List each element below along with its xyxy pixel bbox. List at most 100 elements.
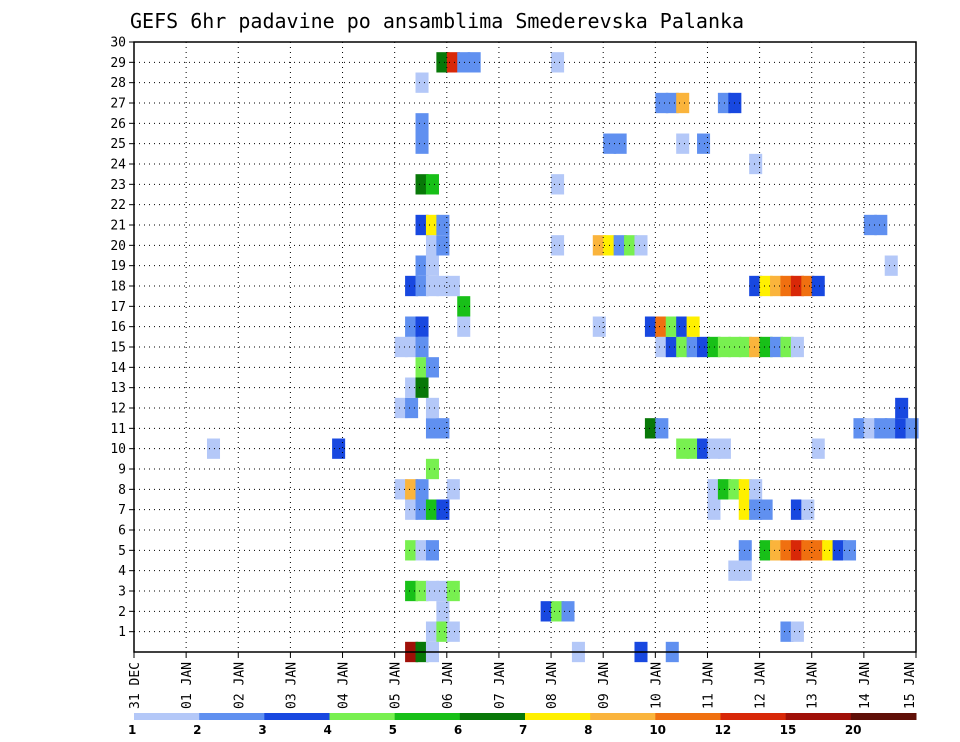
x-tick-label: 07 JAN: [493, 662, 508, 709]
precip-cell: [415, 133, 429, 154]
y-tick-label: 15: [110, 341, 126, 356]
precip-cell: [425, 397, 439, 419]
precip-cell: [394, 336, 408, 358]
precip-cell: [415, 580, 429, 602]
precip-cell: [415, 540, 429, 561]
precip-cell: [707, 499, 721, 520]
y-tick-label: 30: [110, 36, 126, 51]
precip-cell: [665, 92, 679, 114]
legend-swatch: [655, 713, 721, 720]
precip-cell: [425, 255, 439, 276]
precip-cell: [457, 296, 471, 317]
precip-cell: [613, 235, 627, 256]
precip-cell: [624, 235, 638, 256]
precip-cell: [425, 621, 439, 642]
precip-cell: [436, 580, 450, 602]
precip-cell: [425, 418, 439, 439]
precip-cell: [436, 621, 450, 642]
y-tick-label: 10: [110, 442, 126, 457]
y-tick-label: 28: [110, 76, 126, 91]
precip-cell: [415, 336, 429, 358]
precip-cell: [415, 113, 429, 134]
y-tick-label: 4: [118, 564, 126, 579]
precip-cell: [634, 235, 648, 256]
precip-cell: [686, 438, 700, 459]
precip-cell: [425, 174, 439, 195]
y-tick-label: 9: [118, 463, 126, 478]
precip-cell: [759, 336, 773, 358]
precip-cell: [405, 499, 419, 520]
precip-cell: [206, 438, 221, 459]
legend-label: 8: [584, 723, 592, 737]
precip-cell: [436, 499, 450, 520]
precip-cell: [863, 418, 877, 439]
precip-cell: [790, 621, 804, 642]
precip-cell: [457, 52, 471, 73]
precip-cell: [811, 438, 825, 459]
precip-cell: [676, 316, 690, 337]
precip-cell: [738, 499, 752, 520]
precip-cell: [436, 52, 450, 73]
precip-cell: [697, 133, 711, 154]
precip-cell: [446, 580, 460, 602]
precip-cell: [790, 336, 804, 358]
precip-cell: [551, 235, 565, 256]
precip-cell: [415, 479, 429, 500]
legend-label: 15: [780, 723, 797, 737]
precip-cell: [822, 540, 836, 561]
legend-label: 2: [193, 723, 201, 737]
precip-cell: [801, 499, 815, 520]
precip-cell: [425, 235, 439, 256]
y-tick-label: 13: [110, 381, 126, 396]
y-tick-label: 24: [110, 158, 126, 173]
precip-cell: [749, 153, 763, 175]
y-tick-label: 16: [110, 320, 126, 335]
precip-cell: [770, 336, 784, 358]
legend-swatch: [590, 713, 656, 720]
legend-swatch: [720, 713, 787, 720]
y-axis: 1234567891011121314151617181920212223242…: [110, 36, 134, 640]
legend-label: 5: [389, 723, 397, 737]
y-tick-label: 29: [110, 56, 126, 71]
precip-cell: [749, 479, 763, 500]
legend-swatch: [329, 713, 396, 720]
x-tick-label: 10 JAN: [649, 662, 664, 709]
precip-cell: [811, 540, 825, 561]
legend-label: 1: [128, 723, 136, 737]
chart-title: GEFS 6hr padavine po ansamblima Smederev…: [130, 9, 744, 33]
y-tick-label: 20: [110, 239, 126, 254]
x-tick-label: 05 JAN: [389, 662, 404, 709]
y-tick-label: 18: [110, 280, 126, 295]
precip-cell: [561, 601, 575, 622]
precip-cell: [457, 316, 471, 337]
precip-cell: [425, 458, 439, 480]
precip-cell: [676, 438, 690, 459]
precip-cell: [405, 336, 419, 358]
precip-cell: [697, 336, 711, 358]
y-tick-label: 11: [110, 422, 126, 437]
legend-swatch: [785, 713, 852, 720]
precip-cell: [405, 479, 419, 500]
precip-cell: [405, 580, 419, 602]
y-tick-label: 8: [118, 483, 126, 498]
precip-cell: [425, 214, 439, 236]
legend-label: 4: [324, 723, 332, 737]
precip-cell: [749, 499, 763, 520]
precip-cell: [707, 479, 721, 500]
y-tick-label: 1: [118, 625, 126, 640]
precip-cell: [801, 275, 815, 297]
y-tick-label: 21: [110, 219, 126, 234]
precip-cell: [686, 336, 700, 358]
x-axis: 31 DEC 01 JAN 02 JAN 03 JAN 04 JAN 05 JAN 06 J…: [128, 652, 918, 709]
precip-cell: [738, 540, 752, 561]
precip-cell: [780, 540, 794, 561]
precip-cell: [446, 275, 460, 297]
x-tick-label: 08 JAN: [545, 662, 560, 709]
legend-label: 10: [649, 723, 666, 737]
precip-cell: [655, 92, 669, 114]
precip-cell: [436, 418, 450, 439]
legend-swatch: [134, 713, 200, 720]
precip-cell: [738, 479, 752, 500]
precip-cell: [780, 621, 794, 642]
y-tick-label: 6: [118, 524, 126, 539]
